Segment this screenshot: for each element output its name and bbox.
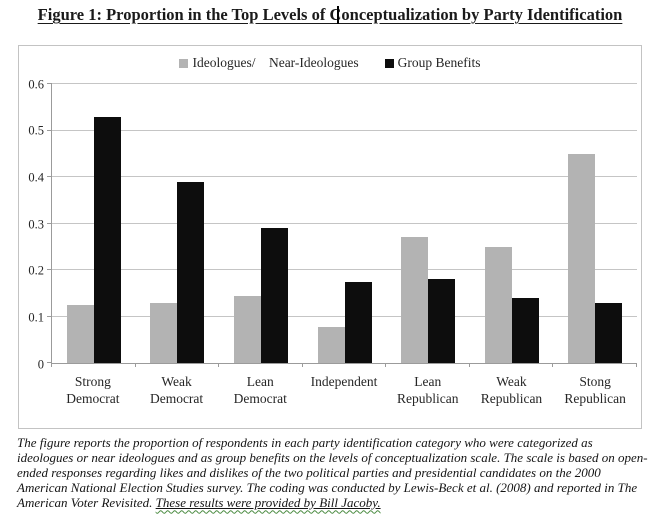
bar-group [303,84,387,363]
y-axis-tick [47,315,52,317]
y-axis-tick [47,129,52,131]
y-axis-label: 0.2 [28,263,44,278]
y-axis-label: 0.6 [28,76,44,91]
bar-ideologues-near-ideologues [401,237,429,363]
x-axis-label: Lean Democrat [233,374,287,406]
x-axis-tick [468,363,470,367]
x-axis-tick [301,363,303,367]
x-axis-label: Stong Republican [564,374,626,406]
x-axis-tick [385,363,387,367]
y-axis-tick [47,83,52,84]
caption-text[interactable]: The figure reports the proportion of res… [17,435,648,510]
bar-group [219,84,303,363]
figure-title-text[interactable]: Figure 1: Proportion in the Top Levels o… [37,5,623,24]
bar-ideologues-near-ideologues [568,153,596,363]
bar-group [553,84,637,363]
bar-ideologues-near-ideologues [66,304,94,363]
bar-groups [52,84,637,363]
y-axis-label: 0.4 [28,170,44,185]
y-axis-labels: 0 0.1 0.2 0.3 0.4 0.5 0.6 [19,78,48,370]
gridline [52,222,637,224]
figure-caption[interactable]: The figure reports the proportion of res… [17,435,651,511]
bar-group-benefits [260,228,288,363]
caption-underlined-text[interactable]: These results were provided by Bill Jaco… [155,494,381,510]
x-axis-label: Weak Republican [480,374,543,406]
bar-group [470,84,554,363]
figure-title[interactable]: Figure 1: Proportion in the Top Levels o… [0,5,660,25]
x-axis-tick [636,363,637,367]
gridline [52,83,637,84]
x-axis-tick [51,363,52,367]
x-axis-label: Weak Democrat [149,374,204,406]
y-axis-tick [47,222,52,224]
legend-item-ideologues: Ideologues/ Near-Ideologues [179,55,359,71]
bar-chart[interactable]: Ideologues/ Near-Ideologues Group Benefi… [18,45,642,429]
gridline [52,176,637,177]
legend-label-group-benefits: Group Benefits [397,55,481,70]
x-axis-tick [552,363,554,367]
legend-swatch-ideologues [179,59,189,68]
bar-group [52,84,136,363]
y-axis-label: 0.5 [28,123,44,138]
gridline [52,269,637,270]
y-axis-tick [47,269,52,270]
x-axis-labels: Strong Democrat Weak Democrat Lean Democra… [51,369,637,407]
bar-ideologues-near-ideologues [317,326,345,363]
bar-group-benefits [177,181,205,363]
legend-swatch-group-benefits [384,59,394,68]
bar-group-benefits [93,116,121,363]
bar-ideologues-near-ideologues [233,295,261,363]
bar-group-benefits [344,281,372,363]
x-axis-label: Lean Republican [396,374,459,406]
text-cursor [337,6,339,24]
x-axis-label: Independent [310,374,378,389]
bar-group [136,84,220,363]
x-axis-tick [218,363,220,367]
y-axis-tick [47,362,52,363]
legend-item-group-benefits: Group Benefits [384,55,481,71]
gridline [52,315,637,317]
gridline [52,129,637,131]
y-axis-label: 0.3 [28,216,44,231]
bar-ideologues-near-ideologues [484,246,512,363]
bar-ideologues-near-ideologues [150,302,178,363]
bar-group-benefits [428,279,456,363]
y-axis-label: 0 [37,356,44,371]
bar-group-benefits [511,297,539,363]
y-axis-label: 0.1 [28,310,44,325]
chart-legend: Ideologues/ Near-Ideologues Group Benefi… [19,55,641,71]
x-axis-tick [134,363,136,367]
bar-group [386,84,470,363]
y-axis-tick [47,176,52,177]
plot-area [47,83,637,367]
x-axis-label: Strong Democrat [66,374,120,406]
bar-group-benefits [595,302,623,363]
legend-label-ideologues: Ideologues/ Near-Ideologues [192,55,359,70]
